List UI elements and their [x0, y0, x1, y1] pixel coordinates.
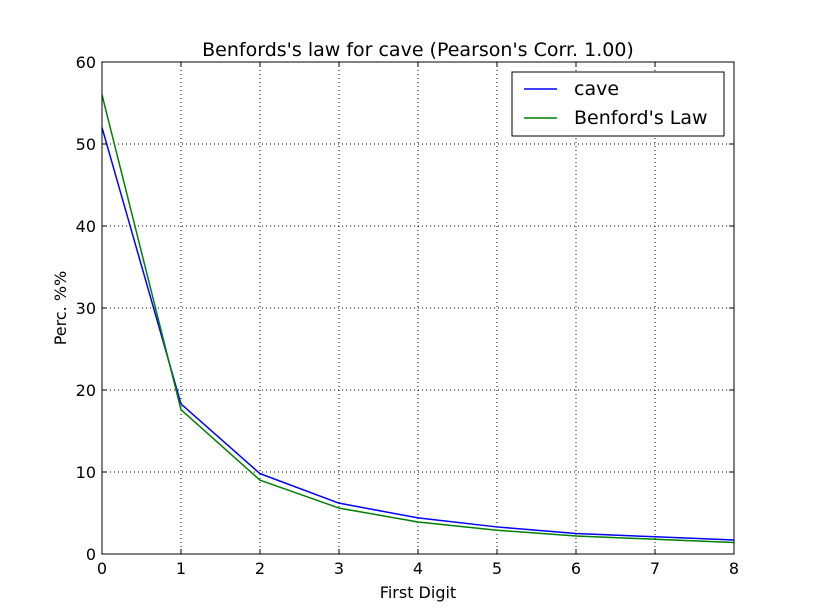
- series-lines: [101, 94, 735, 544]
- y-tick-label: 30: [76, 299, 96, 318]
- x-tick-label: 4: [413, 559, 423, 578]
- y-axis-label: Perc. %%: [51, 271, 70, 346]
- x-tick-label: 6: [571, 559, 581, 578]
- y-tick-label: 50: [76, 135, 96, 154]
- x-axis-label: First Digit: [380, 583, 456, 602]
- y-tick-label: 10: [76, 463, 96, 482]
- legend: cave Benford's Law: [511, 71, 725, 137]
- x-tick-label: 0: [97, 559, 107, 578]
- grid: [102, 62, 734, 554]
- y-tick-label: 60: [76, 53, 96, 72]
- axis-ticks: 0 1 2 3 4 5 6 7 8 0 10 20 30 40 50 60: [76, 53, 739, 578]
- x-tick-label: 7: [650, 559, 660, 578]
- x-tick-label: 5: [492, 559, 502, 578]
- legend-label-benfords-law: Benford's Law: [574, 107, 708, 129]
- series-line-cave: [101, 127, 735, 541]
- x-tick-label: 1: [176, 559, 186, 578]
- x-tick-label: 2: [255, 559, 265, 578]
- y-tick-label: 20: [76, 381, 96, 400]
- y-tick-label: 0: [86, 545, 96, 564]
- chart-title: Benfords's law for cave (Pearson's Corr.…: [202, 39, 634, 61]
- series-line-benford-s-law: [101, 94, 735, 544]
- legend-label-cave: cave: [574, 78, 619, 100]
- x-tick-label: 8: [729, 559, 739, 578]
- x-tick-label: 3: [334, 559, 344, 578]
- legend-box: [511, 71, 725, 137]
- y-tick-label: 40: [76, 217, 96, 236]
